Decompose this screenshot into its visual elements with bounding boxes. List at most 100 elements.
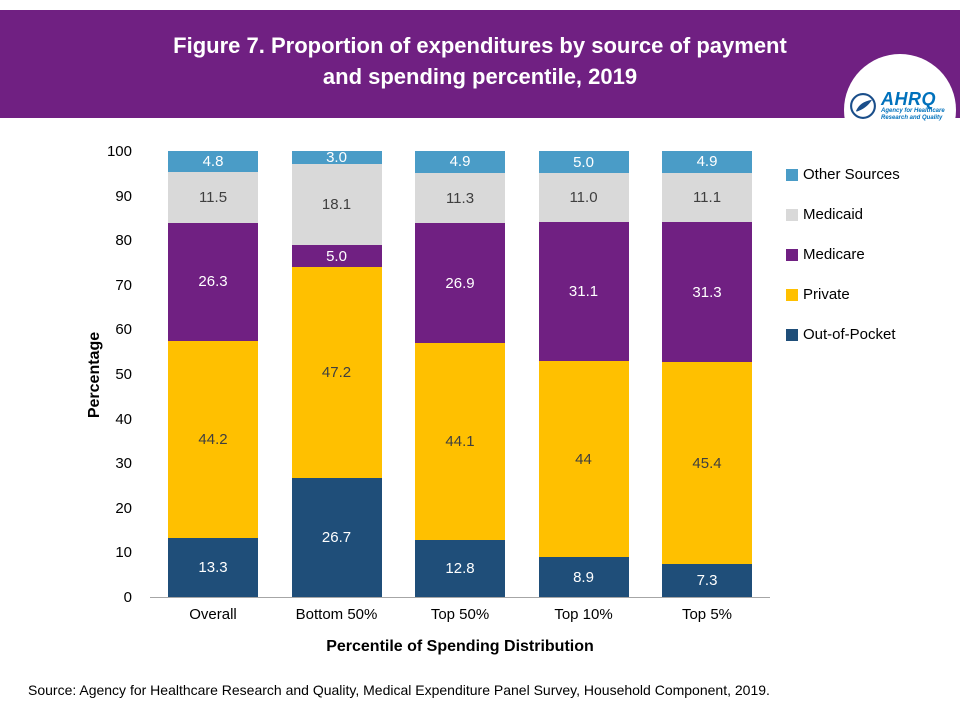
- legend-item-other-sources: Other Sources: [786, 166, 900, 183]
- y-tick-label-20: 20: [115, 499, 132, 517]
- segment-medicaid-top-50: 11.3: [415, 172, 505, 224]
- segment-value-label: 47.2: [321, 364, 352, 382]
- bar-top-50: 12.8 44.1 26.9 11.3 4.9: [415, 151, 505, 597]
- segment-medicaid-top-10: 11.0: [538, 173, 629, 223]
- segment-value-label: 26.3: [198, 273, 228, 291]
- segment-other-sources-top-5: 4.9: [662, 151, 752, 173]
- segment-value-label: 5.0: [573, 153, 594, 171]
- y-tick-label-90: 90: [115, 187, 132, 205]
- legend-label-medicaid: Medicaid: [803, 206, 864, 223]
- legend-swatch-medicaid: [786, 208, 798, 221]
- page-title: Figure 7. Proportion of expenditures by …: [0, 30, 960, 92]
- segment-medicaid-top-5: 11.1: [662, 172, 752, 223]
- ahrq-logo: AHRQ Agency for Healthcare Research and …: [844, 54, 956, 166]
- hhs-eagle-icon: [850, 92, 876, 119]
- source-note: Source: Agency for Healthcare Research a…: [28, 682, 770, 698]
- header-banner: Figure 7. Proportion of expenditures by …: [0, 10, 960, 166]
- y-tick-label-50: 50: [115, 366, 132, 383]
- bar-top-5: 7.3 45.4 31.3 11.1 4.9: [662, 151, 752, 597]
- y-tick-label-0: 0: [123, 589, 132, 606]
- segment-out-of-pocket-top-10: 8.9: [538, 557, 629, 597]
- legend-item-private: Private: [786, 286, 900, 303]
- segment-private-top-5: 45.4: [662, 361, 752, 565]
- segment-value-label: 44.2: [198, 430, 228, 448]
- segment-medicare-top-5: 31.3: [662, 222, 752, 362]
- bar-overall: 13.3 44.2 26.3 11.5 4.8: [168, 150, 258, 597]
- y-tick-label-40: 40: [115, 410, 132, 428]
- segment-other-sources-bottom-50: 3.0: [291, 149, 382, 167]
- y-tick-label-60: 60: [115, 321, 132, 339]
- x-tick-overall: Overall: [189, 606, 237, 623]
- legend-item-out-of-pocket: Out-of-Pocket: [786, 326, 900, 343]
- segment-value-label: 3.0: [326, 149, 347, 167]
- y-tick-label-10: 10: [115, 544, 132, 562]
- legend-item-medicare: Medicare: [786, 246, 900, 263]
- legend-swatch-out-of-pocket: [786, 328, 798, 341]
- segment-value-label: 11.0: [569, 189, 598, 207]
- legend-label-other-sources: Other Sources: [803, 166, 900, 183]
- segment-out-of-pocket-bottom-50: 26.7: [291, 477, 382, 597]
- bar-top-10: 8.9 44 31.1 11.0 5.0: [538, 151, 629, 597]
- segment-value-label: 11.5: [198, 189, 228, 207]
- y-tick-label-30: 30: [115, 455, 132, 473]
- segment-value-label: 26.9: [445, 274, 475, 292]
- legend-swatch-other-sources: [786, 168, 798, 181]
- segment-out-of-pocket-top-5: 7.3: [662, 564, 752, 597]
- segment-value-label: 31.1: [568, 283, 599, 301]
- segment-private-overall: 44.2: [168, 340, 258, 538]
- ahrq-tagline: Agency for Healthcare Research and Quali…: [881, 108, 945, 121]
- legend-label-private: Private: [803, 286, 850, 303]
- x-tick-bottom-50: Bottom 50%: [295, 606, 378, 623]
- segment-medicare-overall: 26.3: [168, 223, 258, 341]
- segment-out-of-pocket-top-50: 12.8: [415, 539, 505, 597]
- segment-value-label: 4.9: [449, 153, 471, 171]
- segment-value-label: 12.8: [445, 559, 475, 577]
- segment-value-label: 8.9: [573, 568, 594, 586]
- segment-medicare-bottom-50: 5.0: [291, 245, 382, 268]
- segment-value-label: 4.8: [202, 152, 224, 170]
- segment-out-of-pocket-overall: 13.3: [168, 537, 258, 597]
- segment-medicaid-bottom-50: 18.1: [291, 164, 382, 246]
- segment-medicaid-overall: 11.5: [168, 171, 258, 224]
- segment-medicare-top-10: 31.1: [538, 222, 629, 362]
- legend-swatch-medicare: [786, 248, 798, 261]
- y-tick-label-100: 100: [106, 143, 132, 160]
- segment-private-top-10: 44: [538, 361, 629, 558]
- segment-private-top-50: 44.1: [415, 343, 505, 540]
- ahrq-word: AHRQ: [881, 89, 936, 109]
- segment-value-label: 45.4: [692, 454, 722, 472]
- bar-bottom-50: 26.7 47.2 5.0 18.1 3.0: [291, 149, 382, 597]
- segment-medicare-top-50: 26.9: [415, 223, 505, 344]
- y-tick-label-80: 80: [115, 232, 132, 250]
- segment-value-label: 11.1: [692, 189, 722, 207]
- segment-value-label: 31.3: [692, 283, 722, 301]
- legend-label-medicare: Medicare: [803, 246, 865, 263]
- x-axis: Overall Bottom 50% Top 50% Top 10% Top 5%: [150, 606, 770, 623]
- legend-item-medicaid: Medicaid: [786, 206, 900, 223]
- segment-other-sources-overall: 4.8: [168, 150, 258, 172]
- page-title-line2: and spending percentile, 2019: [322, 64, 638, 89]
- segment-value-label: 11.3: [445, 189, 475, 207]
- ahrq-logo-content: AHRQ Agency for Healthcare Research and …: [844, 90, 956, 122]
- segment-value-label: 13.3: [198, 558, 228, 576]
- segment-value-label: 5.0: [326, 247, 347, 265]
- plot-area: 13.3 44.2 26.3 11.5 4.8 26.7 47.2 5.0 18.1 3.0 12.…: [150, 149, 770, 598]
- segment-value-label: 44.1: [445, 433, 475, 451]
- x-tick-top-5: Top 5%: [681, 606, 733, 623]
- legend: Other Sources Medicaid Medicare Private Out-…: [786, 166, 900, 343]
- segment-value-label: 18.1: [321, 196, 352, 214]
- segment-other-sources-top-50: 4.9: [415, 151, 505, 173]
- x-tick-top-10: Top 10%: [554, 606, 613, 623]
- x-tick-top-50: Top 50%: [430, 606, 490, 623]
- segment-value-label: 7.3: [696, 572, 718, 590]
- segment-private-bottom-50: 47.2: [291, 267, 382, 478]
- y-tick-label-70: 70: [115, 276, 132, 294]
- legend-label-out-of-pocket: Out-of-Pocket: [803, 326, 896, 343]
- y-axis: 0 10 20 30 40 50 60 70 80 90 100: [0, 143, 140, 606]
- segment-value-label: 26.7: [321, 528, 352, 546]
- ahrq-wordmark: AHRQ Agency for Healthcare Research and …: [881, 90, 951, 122]
- segment-other-sources-top-10: 5.0: [538, 151, 629, 174]
- legend-swatch-private: [786, 288, 798, 301]
- segment-value-label: 4.9: [696, 153, 718, 171]
